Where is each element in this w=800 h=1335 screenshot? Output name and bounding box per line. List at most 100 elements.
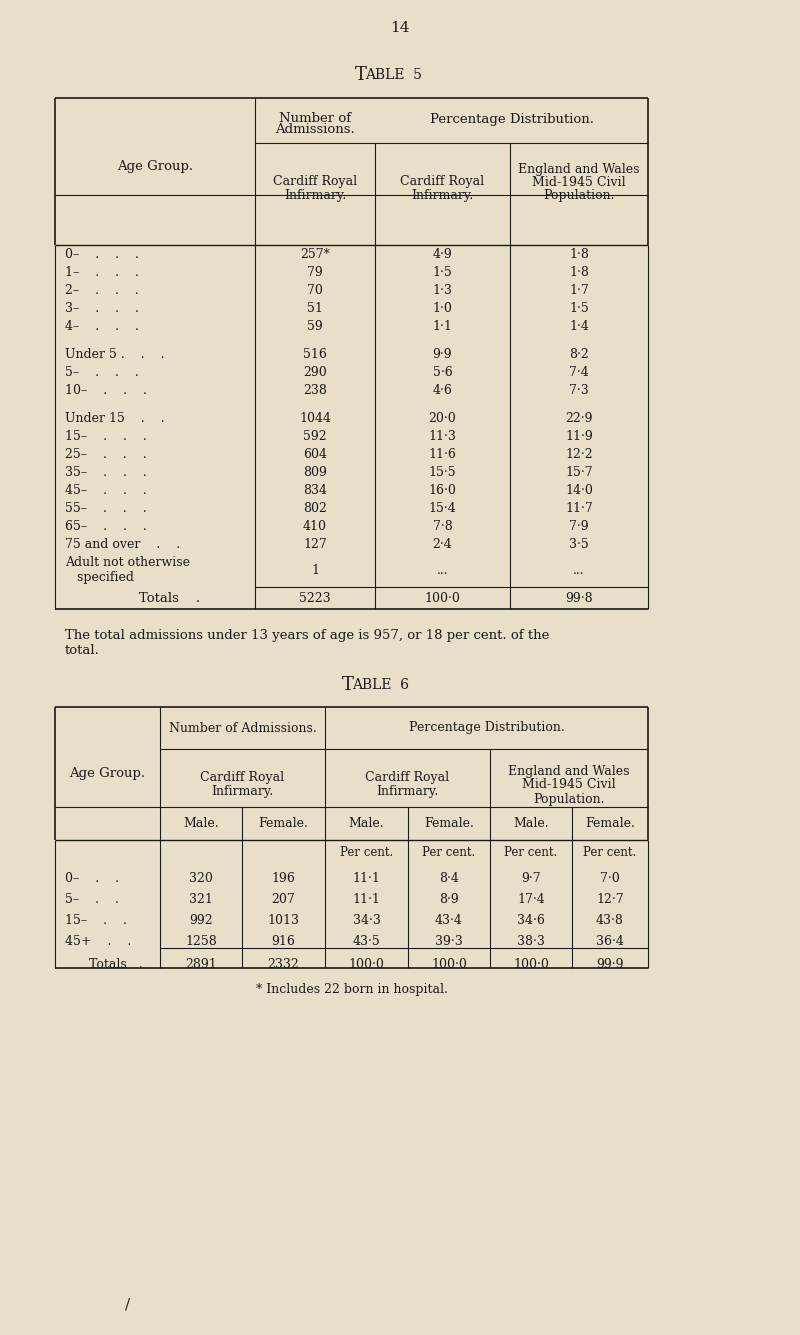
Text: 410: 410 — [303, 519, 327, 533]
Text: 1258: 1258 — [185, 934, 217, 948]
Text: Cardiff Royal: Cardiff Royal — [366, 772, 450, 785]
Text: 99·9: 99·9 — [596, 957, 624, 971]
Text: 45–    .    .    .: 45– . . . — [65, 483, 146, 497]
Text: 321: 321 — [189, 893, 213, 906]
Text: 15·4: 15·4 — [429, 502, 456, 514]
Text: Per cent.: Per cent. — [583, 846, 637, 860]
Text: Adult not otherwise: Adult not otherwise — [65, 555, 190, 569]
Text: Percentage Distribution.: Percentage Distribution. — [430, 113, 594, 125]
Text: Per cent.: Per cent. — [422, 846, 476, 860]
Text: 1044: 1044 — [299, 411, 331, 425]
Text: 11·6: 11·6 — [429, 447, 457, 461]
Text: 1·3: 1·3 — [433, 283, 453, 296]
Text: 17·4: 17·4 — [517, 893, 545, 906]
Text: 35–    .    .    .: 35– . . . — [65, 466, 146, 478]
Text: Infirmary.: Infirmary. — [376, 785, 438, 798]
Text: 1·5: 1·5 — [433, 266, 452, 279]
Text: 196: 196 — [271, 872, 295, 885]
Text: Per cent.: Per cent. — [504, 846, 558, 860]
Text: Admissions.: Admissions. — [275, 123, 355, 136]
Text: 100·0: 100·0 — [431, 957, 467, 971]
Text: Under 5 .    .    .: Under 5 . . . — [65, 347, 165, 360]
Text: 207: 207 — [272, 893, 295, 906]
Text: 7·0: 7·0 — [600, 872, 620, 885]
Text: Mid-1945 Civil: Mid-1945 Civil — [522, 778, 616, 792]
Text: 802: 802 — [303, 502, 327, 514]
Text: 100·0: 100·0 — [349, 957, 385, 971]
Text: Infirmary.: Infirmary. — [411, 188, 474, 202]
Text: Male.: Male. — [183, 817, 219, 830]
Text: 12·2: 12·2 — [565, 447, 593, 461]
Text: 25–    .    .    .: 25– . . . — [65, 447, 146, 461]
Text: 5–    .    .    .: 5– . . . — [65, 366, 138, 379]
Text: 8·2: 8·2 — [569, 347, 589, 360]
Text: Totals   .: Totals . — [89, 957, 142, 971]
Text: ABLE  5: ABLE 5 — [365, 68, 422, 81]
Text: 65–    .    .    .: 65– . . . — [65, 519, 146, 533]
Text: T: T — [342, 676, 354, 694]
Text: Cardiff Royal: Cardiff Royal — [401, 175, 485, 188]
Text: Cardiff Royal: Cardiff Royal — [273, 175, 357, 188]
Text: 604: 604 — [303, 447, 327, 461]
Text: 11·1: 11·1 — [353, 872, 381, 885]
Text: 2332: 2332 — [268, 957, 299, 971]
Text: 34·6: 34·6 — [517, 914, 545, 926]
Text: 4·9: 4·9 — [433, 247, 452, 260]
Text: 7·8: 7·8 — [433, 519, 452, 533]
Text: 70: 70 — [307, 283, 323, 296]
Text: Male.: Male. — [349, 817, 384, 830]
Text: Age Group.: Age Group. — [117, 160, 193, 174]
Text: 22·9: 22·9 — [566, 411, 593, 425]
Text: 127: 127 — [303, 538, 327, 550]
Text: 45+    .    .: 45+ . . — [65, 934, 131, 948]
Text: 55–    .    .    .: 55– . . . — [65, 502, 146, 514]
Text: Age Group.: Age Group. — [70, 768, 146, 780]
Text: ...: ... — [573, 563, 585, 577]
Text: Infirmary.: Infirmary. — [284, 188, 346, 202]
Text: 43·5: 43·5 — [353, 934, 380, 948]
Text: Per cent.: Per cent. — [340, 846, 393, 860]
Text: 1: 1 — [311, 563, 319, 577]
Text: T: T — [355, 65, 367, 84]
Text: 4–    .    .    .: 4– . . . — [65, 319, 139, 332]
Text: /: / — [126, 1298, 130, 1312]
Text: 290: 290 — [303, 366, 327, 379]
Text: 11·3: 11·3 — [429, 430, 457, 442]
Text: 16·0: 16·0 — [429, 483, 457, 497]
Text: ...: ... — [437, 563, 448, 577]
Text: 79: 79 — [307, 266, 323, 279]
Text: 992: 992 — [189, 914, 213, 926]
Text: 14: 14 — [390, 21, 410, 35]
Text: Mid-1945 Civil: Mid-1945 Civil — [532, 175, 626, 188]
Text: 592: 592 — [303, 430, 327, 442]
Text: 20·0: 20·0 — [429, 411, 456, 425]
Text: 4·6: 4·6 — [433, 383, 453, 396]
Text: 1013: 1013 — [267, 914, 299, 926]
Text: 257*: 257* — [300, 247, 330, 260]
Text: 320: 320 — [189, 872, 213, 885]
Text: Totals    .: Totals . — [139, 591, 201, 605]
Text: 1·0: 1·0 — [433, 302, 453, 315]
Text: 1·7: 1·7 — [569, 283, 589, 296]
Text: 11·7: 11·7 — [565, 502, 593, 514]
Text: 34·3: 34·3 — [353, 914, 381, 926]
Text: 8·9: 8·9 — [439, 893, 459, 906]
Text: 5·6: 5·6 — [433, 366, 452, 379]
Text: 2891: 2891 — [185, 957, 217, 971]
Text: Female.: Female. — [585, 817, 635, 830]
Text: 0–    .    .: 0– . . — [65, 872, 119, 885]
Text: 15–    .    .    .: 15– . . . — [65, 430, 146, 442]
Text: 0–    .    .    .: 0– . . . — [65, 247, 139, 260]
Text: 7·4: 7·4 — [569, 366, 589, 379]
Text: 59: 59 — [307, 319, 323, 332]
Text: 5223: 5223 — [299, 591, 331, 605]
Text: Female.: Female. — [424, 817, 474, 830]
Text: 10–    .    .    .: 10– . . . — [65, 383, 147, 396]
Text: 38·3: 38·3 — [517, 934, 545, 948]
Text: 1–    .    .    .: 1– . . . — [65, 266, 139, 279]
Text: 7·9: 7·9 — [569, 519, 589, 533]
Text: 15–    .    .: 15– . . — [65, 914, 127, 926]
Text: 15·5: 15·5 — [429, 466, 456, 478]
Text: Number of: Number of — [279, 112, 351, 125]
Text: 12·7: 12·7 — [596, 893, 624, 906]
